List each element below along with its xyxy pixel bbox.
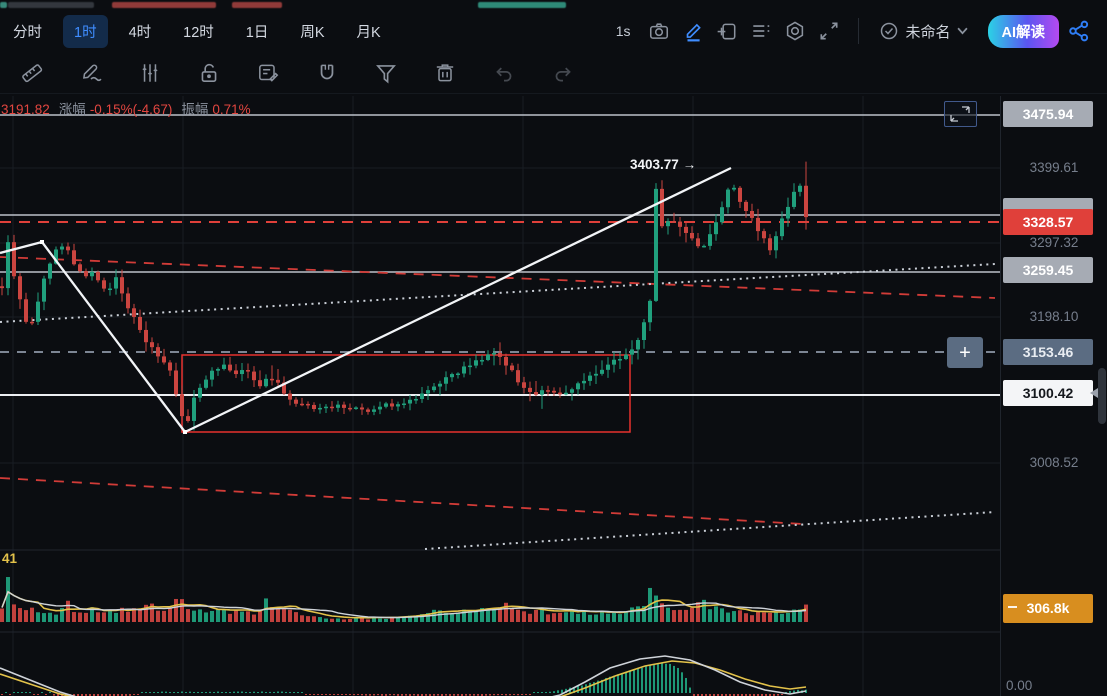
- price-info-row: 3191.82 涨幅 -0.15%(-4.67) 振幅 0.71%: [1, 98, 251, 118]
- axis-tick-mark: [1008, 606, 1017, 608]
- draw-pencil-icon[interactable]: [678, 16, 708, 46]
- share-icon[interactable]: [1063, 15, 1095, 47]
- price-badge-306.8k: 306.8k: [1003, 594, 1093, 623]
- axis-tick-label: 3198.10: [1029, 309, 1079, 324]
- timeframe-tab-1d[interactable]: 1日: [235, 15, 280, 48]
- change-label: 涨幅: [58, 102, 86, 117]
- main-toolbar: 分时 1时 4时 12时 1日 周K 月K 1s: [0, 10, 1107, 52]
- volume-bars: [0, 577, 808, 622]
- ruler-icon[interactable]: [16, 57, 48, 89]
- redo-icon[interactable]: [547, 57, 579, 89]
- trash-icon[interactable]: [429, 57, 461, 89]
- brush-icon[interactable]: [75, 57, 107, 89]
- price-badge-3475.94: 3475.94: [1003, 101, 1093, 127]
- axis-collapse-arrow-icon[interactable]: [1090, 388, 1098, 398]
- price-badge-3259.45: 3259.45: [1003, 257, 1093, 283]
- timeframe-tab-minute[interactable]: 分时: [2, 15, 53, 48]
- volume-pane-label: 41: [2, 551, 18, 566]
- price-axis[interactable]: 3399.61 3297.32 3198.10 3008.52 0.00 3475.94 3…: [1000, 96, 1107, 696]
- timeframe-tab-4h[interactable]: 4时: [118, 15, 163, 48]
- axis-tick-label: 3008.52: [1029, 455, 1079, 470]
- lock-open-icon[interactable]: [193, 57, 225, 89]
- filter-icon[interactable]: [370, 57, 402, 89]
- timeframe-tab-1w[interactable]: 周K: [289, 15, 335, 48]
- cloud-check-icon: [881, 22, 898, 40]
- clipped-text-fragment: [478, 2, 566, 8]
- clipped-text-fragment: [0, 2, 7, 8]
- price-badge-3328.57: 3328.57: [1003, 209, 1093, 235]
- candlesticks: [0, 161, 808, 431]
- clipped-header-row: [0, 0, 1107, 10]
- add-alert-plus-icon[interactable]: +: [947, 337, 983, 368]
- indicator-list-icon[interactable]: [746, 16, 776, 46]
- axis-tick-label: 3297.32: [1029, 235, 1079, 250]
- clipped-text-fragment: [232, 2, 282, 8]
- level-lines: [0, 114, 1000, 550]
- interval-label: 1s: [615, 23, 631, 39]
- axis-tick-label: 0.00: [1006, 678, 1033, 693]
- magnet-icon[interactable]: [311, 57, 343, 89]
- ai-analysis-button[interactable]: AI解读: [987, 14, 1059, 48]
- timeframe-group: 分时 1时 4时 12时 1日 周K 月K: [0, 14, 392, 48]
- change-value: -0.15%(-4.67): [89, 102, 173, 117]
- price-annotation[interactable]: 3403.77 →: [630, 157, 697, 172]
- price-badge-3153.46: 3153.46: [1003, 339, 1093, 365]
- settings-icon[interactable]: [780, 16, 810, 46]
- price-badge-3100.42: 3100.42: [1003, 380, 1093, 406]
- volume-ma-lines: [1, 590, 807, 619]
- axis-tick-label: 3399.61: [1029, 160, 1079, 175]
- clipped-text-fragment: [8, 2, 94, 8]
- drawing-trend-zigzag[interactable]: [0, 166, 732, 434]
- amplitude-label: 振幅: [181, 102, 209, 117]
- save-status-label: 未命名: [905, 23, 951, 41]
- pattern-icon[interactable]: [134, 57, 166, 89]
- last-price: 3191.82: [1, 102, 50, 117]
- chevron-down-icon: [956, 27, 968, 35]
- macd-pane: [0, 655, 807, 696]
- drawing-red-rectangle[interactable]: [181, 354, 631, 433]
- toolbar-divider: [858, 18, 860, 44]
- timeframe-tab-1mo[interactable]: 月K: [346, 15, 392, 48]
- timeframe-tab-12h[interactable]: 12时: [172, 15, 225, 48]
- clipped-text-fragment: [112, 2, 216, 8]
- axis-scrollbar[interactable]: [1098, 368, 1106, 424]
- undo-icon[interactable]: [488, 57, 520, 89]
- amplitude-value: 0.71%: [212, 102, 251, 117]
- note-edit-icon[interactable]: [252, 57, 284, 89]
- timeframe-tab-1h[interactable]: 1时: [63, 14, 108, 48]
- maximize-pane-icon[interactable]: [944, 101, 977, 127]
- save-status-dropdown[interactable]: 未命名: [873, 20, 973, 43]
- arrow-right-icon: →: [682, 157, 697, 172]
- toolbar-right-group: 1s: [615, 14, 1107, 48]
- fullscreen-icon[interactable]: [814, 16, 844, 46]
- drawing-toolbar: [0, 52, 1107, 94]
- add-panel-icon[interactable]: [712, 16, 742, 46]
- camera-icon[interactable]: [644, 16, 674, 46]
